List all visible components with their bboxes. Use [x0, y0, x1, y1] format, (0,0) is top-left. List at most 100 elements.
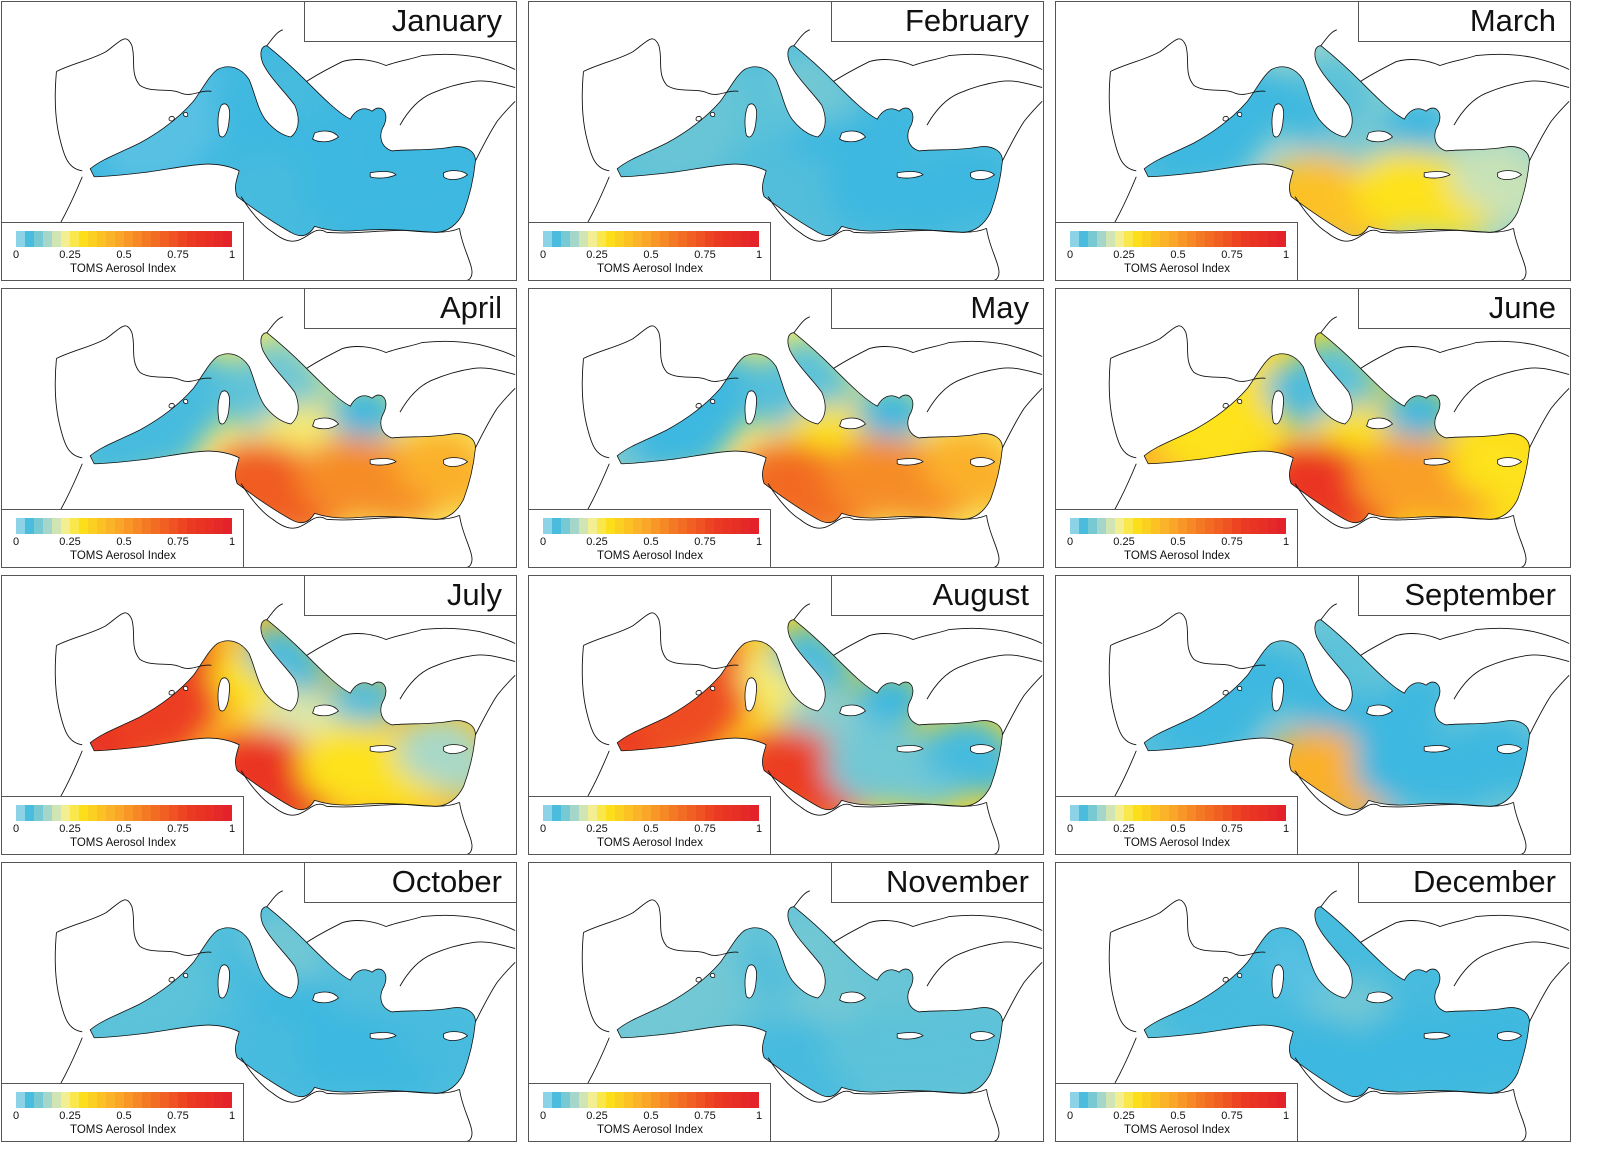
month-label-box: April	[304, 289, 516, 329]
colorbar-step	[88, 1092, 98, 1108]
map-panel-december: December 0 0.25 0.5 0.75 1 TOMS Aerosol Index	[1055, 862, 1571, 1142]
colorbar-step	[43, 805, 53, 821]
colorbar-title: TOMS Aerosol Index	[597, 1124, 703, 1136]
aerosol-field	[90, 45, 476, 236]
island	[695, 402, 702, 409]
month-label-box: October	[304, 863, 516, 903]
map-panel-september: September 0 0.25 0.5 0.75 1 TOMS Aerosol Index	[1055, 575, 1571, 855]
land-coastline	[793, 603, 810, 620]
aerosol-region-adriatic	[1326, 362, 1384, 407]
sea-coastline	[616, 45, 1003, 237]
colorbar-tick-label: 0.5	[643, 823, 659, 835]
colorbar-step	[633, 231, 643, 247]
colorbar-tick-label: 1	[755, 249, 763, 261]
colorbar-step	[61, 1092, 71, 1108]
island	[312, 417, 339, 430]
island	[369, 171, 397, 179]
colorbar-step	[52, 1092, 62, 1108]
colorbar-step	[25, 518, 35, 534]
sea-coastline	[89, 906, 476, 1098]
colorbar-step	[1241, 231, 1251, 247]
land-coastline	[1380, 227, 1514, 234]
land-coastline	[793, 890, 810, 907]
colorbar-tick-label: 1	[228, 536, 236, 548]
land-coastline	[1320, 603, 1337, 620]
island	[443, 1031, 469, 1041]
colorbar-step	[34, 518, 44, 534]
colorbar-step	[1088, 1092, 1098, 1108]
island	[1236, 112, 1243, 117]
colorbar-tick-label: 1	[228, 823, 236, 835]
colorbar-step	[1106, 1092, 1116, 1108]
colorbar-step	[624, 1092, 634, 1108]
colorbar-step	[1232, 231, 1242, 247]
colorbar-tick-label: 0.25	[1113, 823, 1135, 835]
colorbar-step	[543, 231, 553, 247]
colorbar-step	[588, 805, 598, 821]
colorbar-step	[588, 1092, 598, 1108]
colorbar-step	[1241, 1092, 1251, 1108]
colorbar-step	[615, 518, 625, 534]
colorbar-step	[570, 518, 580, 534]
land-coastline	[1439, 340, 1570, 357]
colorbar-tick-label: 0.5	[643, 1110, 659, 1122]
colorbar-step	[1115, 1092, 1125, 1108]
colorbar-step	[552, 805, 562, 821]
land-coastline	[1002, 387, 1043, 449]
colorbar-step	[723, 1092, 733, 1108]
colorbar-step	[223, 1092, 232, 1108]
colorbar-step	[1223, 1092, 1233, 1108]
land-coastline	[583, 325, 739, 382]
colorbar-step	[1178, 1092, 1188, 1108]
colorbar-step	[660, 231, 670, 247]
colorbar-step	[1088, 805, 1098, 821]
colorbar-step	[741, 805, 751, 821]
aerosol-field	[617, 906, 1003, 1097]
colorbar-step	[151, 231, 161, 247]
aerosol-region-aegean	[855, 671, 928, 727]
colorbar-step	[52, 805, 62, 821]
colorbar-tick-label: 0.25	[1113, 536, 1135, 548]
colorbar-tick-label: 0.75	[694, 249, 716, 261]
colorbar-tick-label: 0.75	[167, 536, 189, 548]
aerosol-region-levant	[427, 1031, 476, 1084]
island	[168, 402, 175, 409]
colorbar-tick-label: 0.25	[1113, 1110, 1135, 1122]
aerosol-field	[1144, 45, 1530, 236]
land-coastline	[56, 38, 212, 95]
colorbar-step	[43, 231, 53, 247]
land-coastline	[926, 941, 1043, 987]
aerosol-region-adriatic	[799, 362, 857, 407]
colorbar-step	[1142, 805, 1152, 821]
island	[709, 399, 716, 404]
colorbar-step	[642, 1092, 652, 1108]
colorbar-step	[1187, 1092, 1197, 1108]
island	[312, 704, 339, 717]
colorbar-step	[714, 231, 724, 247]
colorbar-step	[561, 805, 571, 821]
colorbar-tick-label: 0	[12, 1110, 20, 1122]
colorbar-step	[1079, 805, 1089, 821]
colorbar-step	[1106, 805, 1116, 821]
land-coastline	[986, 515, 1000, 567]
island	[744, 677, 758, 712]
aerosol-field	[90, 906, 476, 1097]
colorbar-step	[651, 231, 661, 247]
colorbar-step	[633, 518, 643, 534]
colorbar-tick-label: 1	[755, 536, 763, 548]
land-coastline	[385, 627, 516, 644]
month-label: April	[439, 290, 502, 325]
island	[217, 964, 231, 999]
colorbar-step	[1268, 805, 1278, 821]
aerosol-field	[617, 332, 1003, 523]
colorbar-step	[1250, 231, 1260, 247]
colorbar-step	[1079, 518, 1089, 534]
island	[182, 973, 189, 978]
colorbar-step	[660, 518, 670, 534]
colorbar	[543, 1092, 759, 1108]
colorbar-step	[43, 1092, 53, 1108]
map-svg	[1068, 890, 1570, 1141]
land-coastline	[56, 899, 212, 956]
land-coastline	[986, 1089, 1000, 1141]
colorbar-legend: 0 0.25 0.5 0.75 1 TOMS Aerosol Index	[2, 222, 244, 280]
